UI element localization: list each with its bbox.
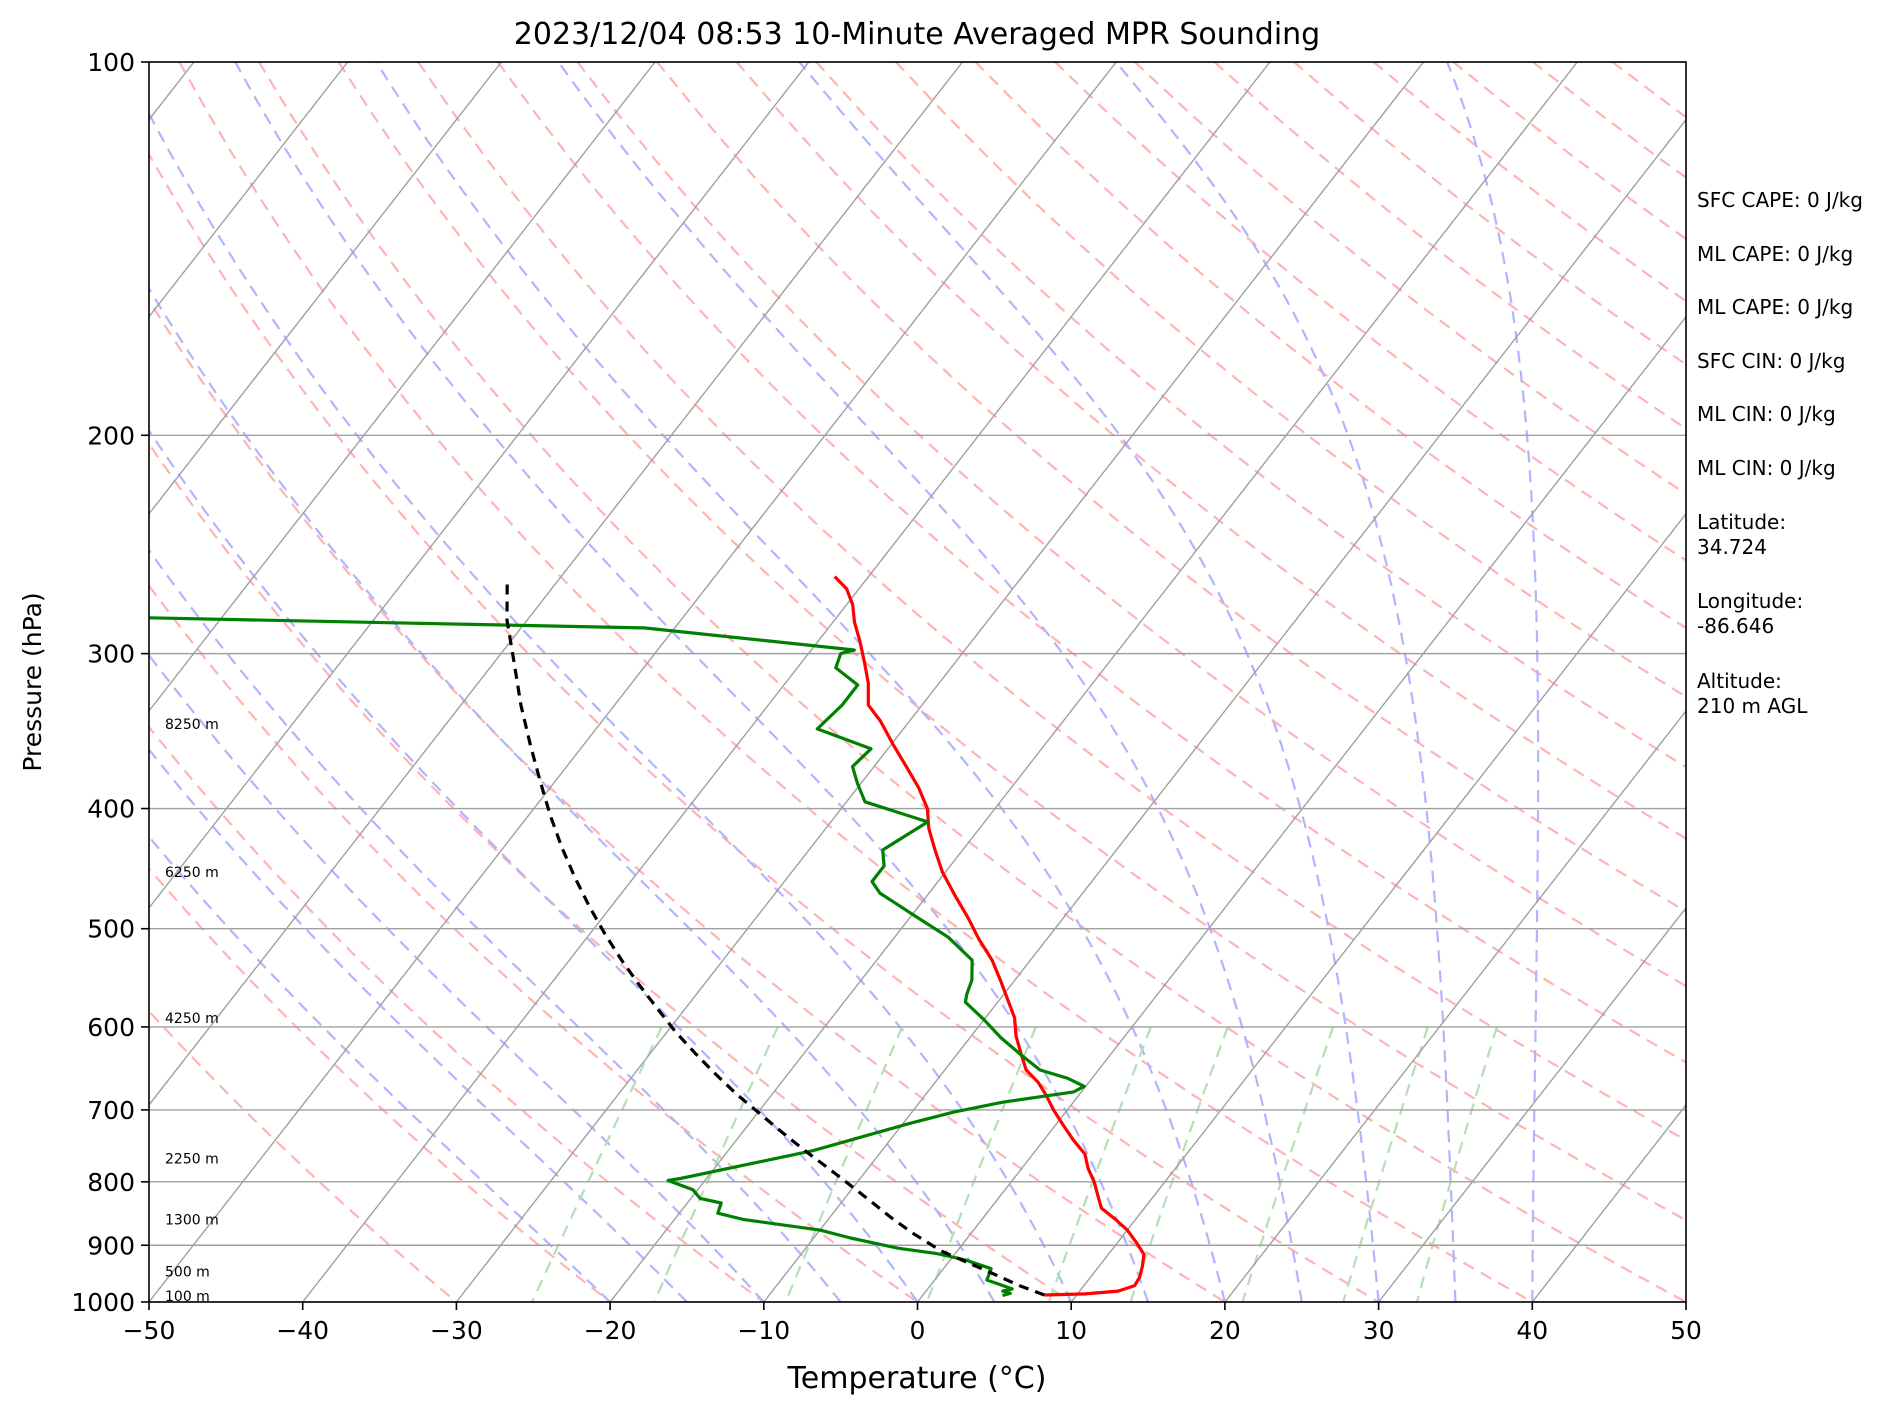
- axis-ticks: −50 −40 −30 −20 −10 0 10 20 30 40 50 100 200 300 400 50…: [71, 48, 1702, 1345]
- dry-adiabat: [735, 62, 1686, 840]
- ml-cin-stat-2: ML CIN: 0 J/kg: [1697, 456, 1836, 480]
- y-axis-label: Pressure (hPa): [18, 592, 47, 771]
- isotherm: [149, 62, 964, 1107]
- latitude-label: Latitude:: [1697, 510, 1787, 534]
- y-tick-label: 500: [87, 915, 135, 944]
- x-tick-label: 40: [1516, 1316, 1548, 1345]
- parcel-line: [505, 580, 1045, 1297]
- y-tick-label: 100: [87, 48, 135, 77]
- longitude-label: Longitude:: [1697, 589, 1804, 613]
- isotherm: [455, 62, 1425, 1302]
- longitude-value: -86.646: [1697, 614, 1775, 638]
- height-label: 1300 m: [165, 1213, 219, 1229]
- altitude-value: 210 m AGL: [1697, 694, 1808, 718]
- dry-adiabat: [149, 298, 1226, 1302]
- x-tick-label: −40: [276, 1316, 329, 1345]
- moist-adiabat: [149, 286, 996, 1302]
- dry-adiabat: [815, 62, 1686, 769]
- isotherm: [1378, 906, 1686, 1302]
- background-lines: [149, 62, 1686, 1302]
- y-tick-label: 200: [87, 421, 135, 450]
- moist-adiabat: [1115, 62, 1457, 1302]
- moist-adiabat: [798, 62, 1380, 1302]
- isotherm: [149, 62, 810, 910]
- moist-adiabat: [557, 62, 1303, 1302]
- ml-cape-stat: ML CAPE: 0 J/kg: [1697, 242, 1854, 266]
- latitude-value: 34.724: [1697, 535, 1767, 559]
- height-label: 500 m: [165, 1265, 210, 1281]
- y-tick-label: 400: [87, 795, 135, 824]
- isotherm: [149, 62, 502, 515]
- moist-adiabat: [149, 428, 919, 1302]
- x-tick-label: −10: [737, 1316, 790, 1345]
- height-label: 4250 m: [165, 1011, 219, 1027]
- isotherm: [149, 62, 656, 712]
- isotherm: [149, 62, 1117, 1302]
- moist-adiabat: [149, 747, 688, 1302]
- dry-adiabat: [337, 62, 1686, 1222]
- height-labels: 100 m 500 m 1300 m 2250 m 4250 m 6250 m 8250 m: [165, 717, 219, 1305]
- longitude-stat: Longitude: -86.646: [1697, 589, 1803, 639]
- moist-adiabat: [234, 62, 1150, 1302]
- altitude-label: Altitude:: [1697, 669, 1782, 693]
- height-label: 8250 m: [165, 717, 219, 733]
- dewpoint-line: [149, 616, 1086, 1298]
- dry-adiabat: [497, 62, 1686, 1064]
- x-tick-label: 30: [1363, 1316, 1395, 1345]
- x-tick-label: −50: [123, 1316, 176, 1345]
- ml-cin-stat: ML CIN: 0 J/kg: [1697, 402, 1836, 426]
- x-tick-label: −30: [430, 1316, 483, 1345]
- chart-title: 2023/12/04 08:53 10-Minute Averaged MPR …: [514, 17, 1320, 52]
- isotherm: [763, 118, 1686, 1302]
- y-tick-label: 700: [87, 1096, 135, 1125]
- x-tick-label: 20: [1209, 1316, 1241, 1345]
- isotherm: [609, 62, 1578, 1302]
- dry-adiabat: [149, 1009, 458, 1302]
- isotherm: [1224, 709, 1686, 1302]
- y-tick-label: 600: [87, 1013, 135, 1042]
- x-tick-label: 0: [910, 1316, 926, 1345]
- x-axis-label: Temperature (°C): [787, 1361, 1047, 1396]
- dry-adiabat: [576, 62, 1686, 988]
- moist-adiabat: [149, 835, 611, 1302]
- dry-adiabat: [149, 441, 1072, 1302]
- dry-adiabat: [656, 62, 1686, 913]
- dry-adiabat: [417, 62, 1686, 1142]
- sfc-cin-stat: SFC CIN: 0 J/kg: [1697, 349, 1846, 373]
- y-tick-label: 1000: [71, 1288, 135, 1317]
- dry-adiabat: [149, 725, 765, 1302]
- isotherm: [302, 62, 1271, 1302]
- isotherm: [1070, 512, 1686, 1302]
- isotherm: [916, 315, 1686, 1302]
- ml-cape-stat-2: ML CAPE: 0 J/kg: [1697, 295, 1854, 319]
- temperature-line: [833, 575, 1146, 1297]
- dry-adiabat: [258, 62, 1686, 1302]
- profile-lines: [149, 575, 1146, 1298]
- sfc-cape-stat: SFC CAPE: 0 J/kg: [1697, 188, 1863, 212]
- dry-adiabat: [149, 867, 611, 1302]
- altitude-stat: Altitude: 210 m AGL: [1697, 669, 1807, 719]
- dry-adiabat: [149, 151, 1380, 1302]
- height-label: 2250 m: [165, 1151, 219, 1167]
- moist-adiabat: [1446, 62, 1540, 1302]
- x-tick-label: 10: [1055, 1316, 1087, 1345]
- y-tick-label: 900: [87, 1231, 135, 1260]
- height-label: 6250 m: [165, 865, 219, 881]
- latitude-stat: Latitude: 34.724: [1697, 510, 1786, 560]
- dry-adiabat: [178, 62, 1533, 1302]
- x-tick-label: 50: [1670, 1316, 1702, 1345]
- height-label: 100 m: [165, 1289, 210, 1305]
- y-tick-label: 300: [87, 640, 135, 669]
- y-tick-label: 800: [87, 1168, 135, 1197]
- x-tick-label: −20: [584, 1316, 637, 1345]
- isotherm: [149, 62, 349, 318]
- moist-adiabat: [375, 62, 1226, 1302]
- dry-adiabat: [149, 583, 919, 1302]
- moist-adiabat: [149, 548, 842, 1302]
- moist-adiabat: [149, 653, 765, 1302]
